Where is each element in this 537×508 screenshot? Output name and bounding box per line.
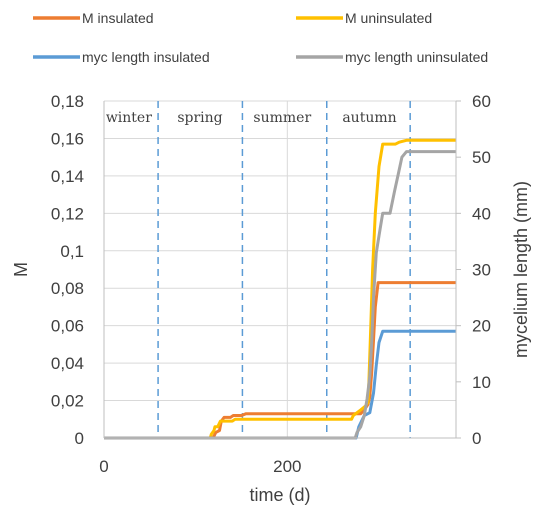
- y2-tick-label: 50: [472, 148, 491, 167]
- y-tick-label: 0,02: [51, 392, 84, 411]
- series-line-myc-length-insulated: [104, 329, 456, 440]
- y2-tick-label: 60: [472, 92, 491, 111]
- y-tick-label: 0,04: [51, 354, 84, 373]
- legend-label-myc-length-uninsulated: myc length uninsulated: [345, 49, 488, 65]
- y2-axis-ticks: 0 10 20 30 40 50 60: [472, 92, 491, 448]
- legend-label-m-insulated: M insulated: [82, 10, 154, 26]
- season-label-spring: spring: [177, 110, 222, 126]
- y2-tick-label: 20: [472, 317, 491, 336]
- season-boundaries: [157, 101, 411, 438]
- season-labels: winter spring summer autumn: [106, 110, 397, 126]
- y-tick-label: 0,18: [51, 92, 84, 111]
- x-tick-label: 0: [99, 457, 108, 476]
- series-line-myc-length-uninsulated: [104, 150, 456, 440]
- season-label-autumn: autumn: [342, 110, 396, 126]
- y2-tick-label: 10: [472, 373, 491, 392]
- y2-axis-title: mycelium length (mm): [511, 181, 531, 358]
- x-tick-label: 200: [273, 457, 301, 476]
- x-axis-ticks: 0 200: [99, 457, 301, 476]
- legend-label-myc-length-insulated: myc length insulated: [82, 49, 210, 65]
- y-axis-ticks: 0 0,02 0,04 0,06 0,08 0,1 0,12 0,14 0,16 0,18: [51, 92, 84, 448]
- legend: M insulated M uninsulated myc length ins…: [33, 10, 488, 65]
- y-tick-label: 0,12: [51, 204, 84, 223]
- y-tick-label: 0,06: [51, 317, 84, 336]
- legend-label-m-uninsulated: M uninsulated: [345, 10, 432, 26]
- y-axis-title: M: [11, 262, 31, 277]
- axes: [103, 100, 461, 439]
- y-tick-label: 0,08: [51, 279, 84, 298]
- y-tick-label: 0,14: [51, 167, 84, 186]
- season-label-summer: summer: [253, 110, 311, 126]
- series-lines: [104, 138, 456, 440]
- series-line-m-uninsulated: [104, 138, 456, 440]
- y2-tick-label: 30: [472, 261, 491, 280]
- series-line-m-insulated: [104, 281, 456, 440]
- x-axis-title: time (d): [249, 485, 310, 505]
- y-tick-label: 0,16: [51, 129, 84, 148]
- y-tick-label: 0: [75, 429, 84, 448]
- y2-tick-label: 40: [472, 204, 491, 223]
- season-label-winter: winter: [106, 110, 152, 126]
- y2-tick-label: 0: [472, 429, 481, 448]
- gridlines: [104, 100, 456, 438]
- y-tick-label: 0,1: [60, 242, 84, 261]
